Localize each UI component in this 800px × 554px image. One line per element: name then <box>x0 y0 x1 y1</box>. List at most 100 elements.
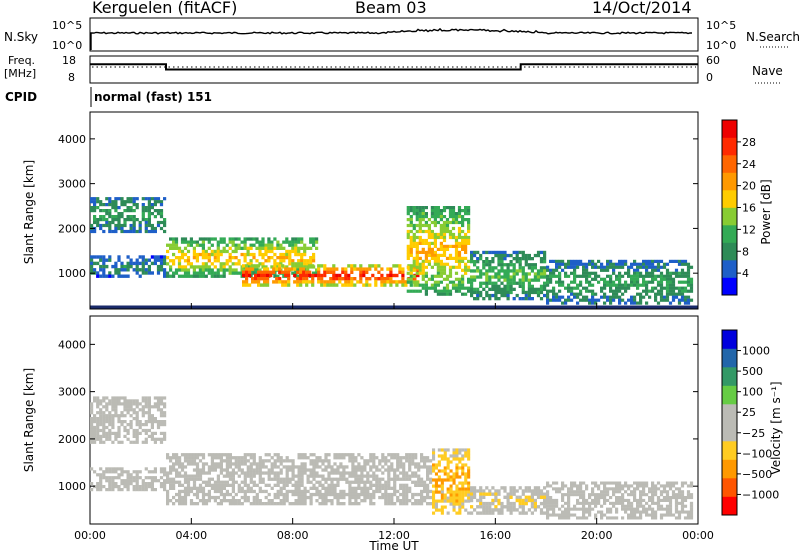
heatmap-cell-2 <box>288 502 292 506</box>
heatmap-cell-3 <box>347 280 351 284</box>
heatmap-cell-2 <box>172 453 176 457</box>
heatmap-cell-6 <box>662 286 667 290</box>
heatmap-cell-3 <box>464 463 468 467</box>
heatmap-cell-2 <box>178 499 182 503</box>
heatmap-cell-6 <box>665 277 670 281</box>
heatmap-cell-2 <box>255 462 259 466</box>
heatmap-cell-2 <box>201 486 206 490</box>
heatmap-cell-3 <box>359 280 363 284</box>
heatmap-cell-5 <box>485 269 489 273</box>
heatmap-cell-2 <box>276 246 280 250</box>
heatmap-cell-5 <box>621 498 625 502</box>
heatmap-cell-1 <box>117 434 121 438</box>
heatmap-cell-4 <box>512 508 516 512</box>
heatmap-cell-2 <box>426 495 430 500</box>
heatmap-cell-4 <box>409 274 413 278</box>
heatmap-cell-2 <box>192 274 196 278</box>
heatmap-cell-6 <box>671 286 676 290</box>
heatmap-cell-3 <box>362 273 366 278</box>
heatmap-cell-5 <box>656 501 661 505</box>
heatmap-cell-4 <box>406 235 410 240</box>
heatmap-cell-2 <box>387 492 391 497</box>
heatmap-cell-4 <box>442 238 447 243</box>
heatmap-cell-2 <box>423 486 427 490</box>
heatmap-cell-5 <box>686 484 691 488</box>
heatmap-cell-1 <box>132 434 136 438</box>
heatmap-cell-1 <box>90 206 94 210</box>
heatmap-cell-5 <box>659 516 664 520</box>
heatmap-cell-0 <box>141 258 145 262</box>
heatmap-cell-4 <box>543 501 547 506</box>
heatmap-cell-2 <box>198 474 203 478</box>
heatmap-cell-5 <box>500 260 504 264</box>
heatmap-cell-6 <box>627 274 631 278</box>
heatmap-cell-1 <box>96 428 100 433</box>
heatmap-cell-6 <box>648 265 652 269</box>
heatmap-cell-2 <box>174 268 179 272</box>
heatmap-cell-1 <box>114 396 118 400</box>
heatmap-cell-2 <box>285 265 289 269</box>
heatmap-cell-3 <box>341 270 345 274</box>
heatmap-cell-2 <box>234 465 238 469</box>
heatmap-cell-4 <box>418 215 422 219</box>
heatmap-cell-4 <box>506 505 510 509</box>
heatmap-cell-4 <box>448 212 453 216</box>
heatmap-cell-5 <box>585 507 589 511</box>
heatmap-cell-2 <box>381 477 385 481</box>
heatmap-cell-6 <box>561 301 565 305</box>
heatmap-cell-1 <box>126 200 130 204</box>
heatmap-cell-4 <box>448 215 453 219</box>
power-colorbar-tick-label: 24 <box>742 158 756 171</box>
nsky-label: N.Sky <box>4 30 38 44</box>
heatmap-cell-2 <box>369 495 373 500</box>
heatmap-cell-4 <box>482 501 486 506</box>
heatmap-cell-3 <box>281 270 285 274</box>
heatmap-cell-5 <box>470 290 474 295</box>
velocity-heatmap <box>90 396 694 520</box>
heatmap-cell-6 <box>633 271 637 275</box>
heatmap-cell-1 <box>90 425 94 430</box>
heatmap-cell-6 <box>600 268 604 272</box>
heatmap-cell-1 <box>132 203 136 207</box>
heatmap-cell-2 <box>297 262 301 266</box>
heatmap-cell-6 <box>630 295 634 299</box>
heatmap-cell-6 <box>552 295 556 299</box>
heatmap-cell-6 <box>680 289 685 293</box>
heatmap-cell-3 <box>386 280 390 284</box>
heatmap-cell-6 <box>636 292 640 296</box>
heatmap-cell-4 <box>482 489 486 493</box>
heatmap-cell-2 <box>354 465 358 469</box>
heatmap-cell-1 <box>129 440 133 444</box>
heatmap-cell-5 <box>521 253 525 258</box>
heatmap-cell-5 <box>642 507 646 511</box>
heatmap-cell-1 <box>114 414 118 418</box>
heatmap-cell-4 <box>457 209 462 213</box>
heatmap-cell-2 <box>342 456 346 460</box>
heatmap-cell-6 <box>570 262 574 266</box>
heatmap-cell-5 <box>488 269 492 273</box>
heatmap-cell-4 <box>406 253 410 257</box>
heatmap-cell-2 <box>177 274 182 278</box>
heatmap-cell-4 <box>479 498 483 503</box>
heatmap-cell-1 <box>114 408 118 412</box>
heatmap-cell-3 <box>467 472 471 476</box>
heatmap-cell-5 <box>509 260 513 264</box>
heatmap-cell-2 <box>285 499 289 503</box>
heatmap-cell-3 <box>455 511 459 515</box>
heatmap-cell-6 <box>567 298 571 302</box>
heatmap-cell-6 <box>639 265 643 269</box>
heatmap-cell-2 <box>282 480 286 484</box>
heatmap-cell-3 <box>440 484 444 488</box>
heatmap-cell-6 <box>677 286 682 290</box>
heatmap-cell-4 <box>412 280 416 284</box>
heatmap-cell-5 <box>491 257 495 261</box>
heatmap-cell-4 <box>442 209 447 213</box>
heatmap-cell-5 <box>527 290 531 295</box>
heatmap-cell-5 <box>645 513 649 517</box>
heatmap-cell-4 <box>467 206 471 210</box>
heatmap-cell-0 <box>135 482 139 486</box>
heatmap-cell-2 <box>369 486 373 490</box>
heatmap-cell-4 <box>409 250 413 254</box>
heatmap-cell-2 <box>408 489 412 494</box>
heatmap-cell-2 <box>285 480 289 484</box>
